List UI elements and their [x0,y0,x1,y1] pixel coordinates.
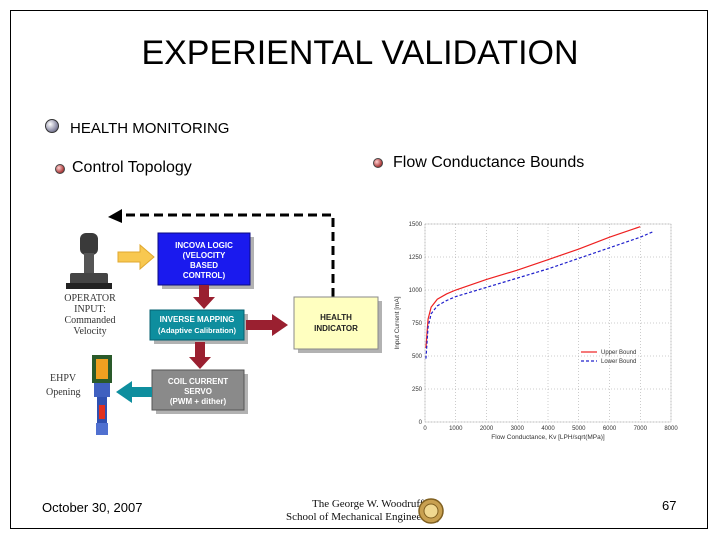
legend-label: Upper Bound [601,350,636,356]
input-arrow-icon [117,243,155,271]
flow-conductance-chart: 0 1000 2000 3000 4000 5000 6000 7000 8000 0 250 50… [394,222,678,441]
series-line-lower-bound [425,231,653,359]
x-axis-label: Flow Conductance, Kv [LPH/sqrt(MPa)] [491,434,605,441]
school-logo: The George W. Woodruff School of Mechani… [282,496,446,526]
ehpv-label-2: Opening [46,387,80,398]
operator-label-1: OPERATOR [64,293,116,304]
logo-line-1: The George W. Woodruff [312,498,424,510]
y-tick-label: 0 [419,420,423,426]
inverse-line-2: (Adaptive Calibration) [158,326,236,335]
y-tick-label: 1500 [409,222,423,228]
left-arrow-icon [116,381,152,403]
x-tick-label: 5000 [572,426,586,432]
coil-line-2: SERVO [184,387,212,396]
chart-legend: Upper Bound Lower Bound [581,350,636,365]
y-axis-ticks: 0 250 500 750 1000 1250 1500 [409,222,423,426]
ehpv-valve-icon [92,355,112,435]
incova-line-1: INCOVA LOGIC [175,241,233,250]
health-line-1: HEALTH [320,313,352,322]
sub-bullet-icon [373,158,383,168]
x-axis-ticks: 0 1000 2000 3000 4000 5000 6000 7000 8000 [423,426,678,432]
y-tick-label: 250 [412,387,423,393]
slide-frame [10,10,708,529]
y-tick-label: 750 [412,321,423,327]
feedback-dashed-line [118,213,335,297]
x-tick-label: 8000 [664,426,678,432]
school-seal-icon [418,498,444,524]
down-arrow-icon [193,285,215,309]
health-line-2: INDICATOR [314,324,358,333]
x-tick-label: 1000 [449,426,463,432]
slide-title: EXPERIENTAL VALIDATION [141,34,579,72]
y-tick-label: 1000 [409,288,423,294]
inverse-line-1: INVERSE MAPPING [160,315,235,324]
incova-line-3: BASED [190,261,218,270]
health-indicator-box [293,296,379,350]
coil-line-1: COIL CURRENT [168,377,228,386]
main-bullet-text: HEALTH MONITORING [70,120,230,137]
chart-series [425,226,653,359]
x-tick-label: 7000 [634,426,648,432]
control-topology-diagram: OPERATOR INPUT: Commanded Velocity INCOV… [46,209,382,435]
main-bullet-icon [45,119,59,133]
legend-label: Lower Bound [601,359,636,365]
right-heading: Flow Conductance Bounds [393,154,585,171]
operator-label-3: Commanded [64,315,115,326]
incova-logic-box [157,232,251,286]
x-tick-label: 2000 [480,426,494,432]
left-heading: Control Topology [72,159,192,176]
coil-current-servo-box [151,369,245,411]
sub-bullet-icon [55,164,65,174]
ehpv-label-1: EHPV [50,373,77,384]
incova-line-4: CONTROL) [183,271,226,280]
operator-label-2: INPUT: [74,304,106,315]
chart-grid [424,223,672,423]
series-line-upper-bound [425,226,641,349]
footer-date: October 30, 2007 [42,500,143,515]
feedback-arrowhead [108,209,122,223]
y-tick-label: 500 [412,354,423,360]
operator-label-4: Velocity [73,326,106,337]
x-tick-label: 4000 [541,426,555,432]
logo-line-2: School of Mechanical Engineering [286,511,440,523]
x-tick-label: 3000 [511,426,525,432]
page-number: 67 [662,498,677,513]
y-tick-label: 1250 [409,255,423,261]
y-axis-label: Input Current [mA] [394,296,401,349]
inverse-mapping-box [149,309,245,341]
x-tick-label: 6000 [603,426,617,432]
x-tick-label: 0 [423,426,427,432]
down-arrow-icon [189,342,211,369]
joystick-icon [66,233,112,289]
coil-line-3: (PWM + dither) [170,397,227,406]
right-arrow-icon [246,314,288,336]
incova-line-2: (VELOCITY [183,251,226,260]
